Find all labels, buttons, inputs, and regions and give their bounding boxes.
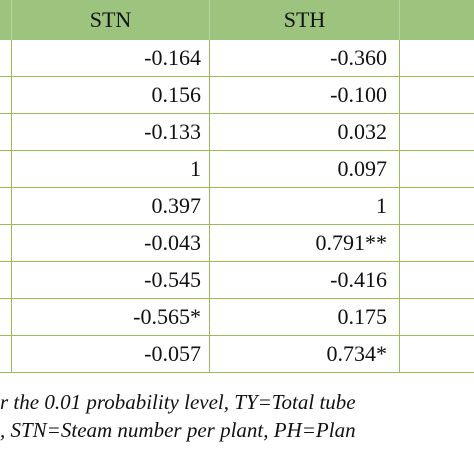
table-cell xyxy=(0,225,12,261)
table-cell xyxy=(0,188,12,224)
table-cell xyxy=(0,299,12,335)
footnote: r the 0.01 probability level, TY=Total t… xyxy=(0,390,356,414)
footnote: , STN=Steam number per plant, PH=Plan xyxy=(0,418,356,442)
table-cell xyxy=(0,262,12,298)
table-row: 0.156 -0.100 xyxy=(0,77,474,114)
table-cell xyxy=(0,114,12,150)
table-cell: 0.734* xyxy=(210,336,400,372)
table-cell: -0.164 xyxy=(12,40,210,76)
table-row: 1 0.097 xyxy=(0,151,474,188)
table-row: 0.397 1 xyxy=(0,188,474,225)
table-cell xyxy=(0,77,12,113)
table-cell: -0.416 xyxy=(210,262,400,298)
table-row: -0.043 0.791** xyxy=(0,225,474,262)
table-cell: 0.032 xyxy=(210,114,400,150)
table-cell xyxy=(0,151,12,187)
table-cell: -0.545 xyxy=(12,262,210,298)
table-cell: 1 xyxy=(12,151,210,187)
table-cell xyxy=(0,40,12,76)
table-row: -0.565* 0.175 xyxy=(0,299,474,336)
table-cell: -0.057 xyxy=(12,336,210,372)
table-cell: -0.100 xyxy=(210,77,400,113)
table-cell: -0.043 xyxy=(12,225,210,261)
table-cell: 0.156 xyxy=(12,77,210,113)
header-cell: STN xyxy=(12,0,210,40)
table-cell: -0.565* xyxy=(12,299,210,335)
table-row: -0.164 -0.360 xyxy=(0,40,474,77)
header-cell: STH xyxy=(210,0,400,40)
table-cell: 0.175 xyxy=(210,299,400,335)
header-cell xyxy=(0,0,12,40)
table-cell: 0.791** xyxy=(210,225,400,261)
table-row: -0.133 0.032 xyxy=(0,114,474,151)
table-row: -0.057 0.734* xyxy=(0,336,474,373)
table-cell: 1 xyxy=(210,188,400,224)
table-cell: 0.097 xyxy=(210,151,400,187)
table-cell: -0.133 xyxy=(12,114,210,150)
header-row: STN STH xyxy=(0,0,474,40)
table-cell xyxy=(0,336,12,372)
table-cell: 0.397 xyxy=(12,188,210,224)
table-cell: -0.360 xyxy=(210,40,400,76)
table-row: -0.545 -0.416 xyxy=(0,262,474,299)
